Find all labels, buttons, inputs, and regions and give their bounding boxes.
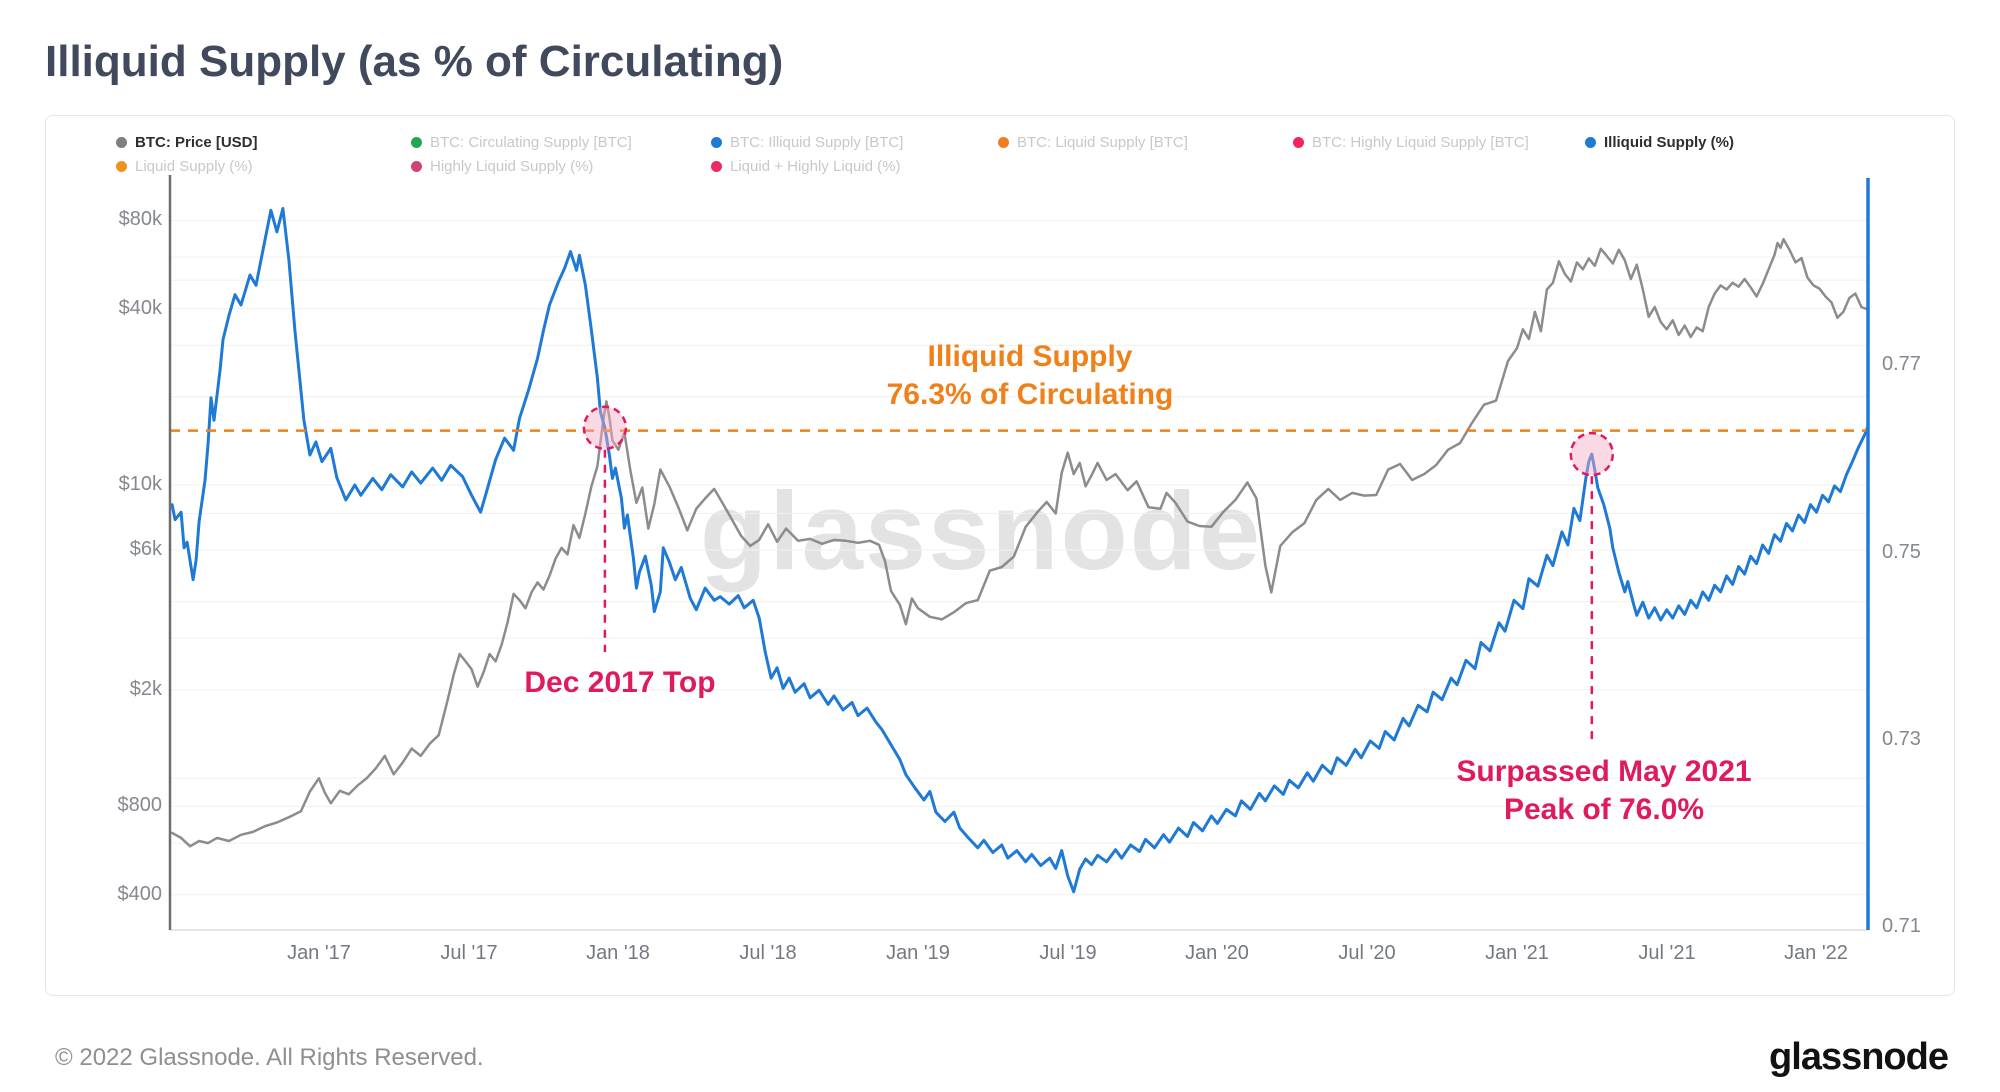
x-tick-label: Jan '20 <box>1185 942 1249 964</box>
legend-item[interactable]: Liquid + Highly Liquid (%) <box>711 156 998 177</box>
y-right-tick-label: 0.71 <box>1882 915 1921 937</box>
x-tick-label: Jan '17 <box>287 942 351 964</box>
legend-label: Liquid Supply (%) <box>135 158 253 175</box>
x-tick-label: Jul '20 <box>1338 942 1396 964</box>
legend-label: BTC: Highly Liquid Supply [BTC] <box>1312 134 1529 151</box>
legend-label: BTC: Liquid Supply [BTC] <box>1017 134 1188 151</box>
y-left-tick-label: $2k <box>129 678 162 700</box>
x-tick-label: Jan '21 <box>1485 942 1549 964</box>
legend-label: BTC: Circulating Supply [BTC] <box>430 134 632 151</box>
y-right-tick-label: 0.77 <box>1882 353 1921 375</box>
x-tick-label: Jul '18 <box>739 942 797 964</box>
legend-item[interactable]: BTC: Circulating Supply [BTC] <box>411 132 711 153</box>
legend-item[interactable]: BTC: Liquid Supply [BTC] <box>998 132 1293 153</box>
x-tick-label: Jan '19 <box>886 942 950 964</box>
x-tick-label: Jan '18 <box>586 942 650 964</box>
annotation-may-line1: Surpassed May 2021 <box>1456 755 1752 788</box>
legend-dot-icon <box>711 137 722 148</box>
y-left-tick-label: $80k <box>118 208 162 230</box>
legend-dot-icon <box>1293 137 1304 148</box>
legend-item[interactable]: BTC: Highly Liquid Supply [BTC] <box>1293 132 1585 153</box>
glassnode-watermark: glassnode <box>700 470 1263 593</box>
legend-item[interactable]: Liquid Supply (%) <box>116 156 411 177</box>
annotation-may-line2: Peak of 76.0% <box>1503 793 1705 826</box>
annotation-illiquid-level: Illiquid Supply 76.3% of Circulating <box>730 338 1330 414</box>
annotation-may-2021-peak: Surpassed May 2021 Peak of 76.0% <box>1404 753 1804 829</box>
legend-dot-icon <box>1585 137 1596 148</box>
legend-dot-icon <box>711 161 722 172</box>
page-title: Illiquid Supply (as % of Circulating) <box>45 37 784 87</box>
y-left-tick-label: $40k <box>118 297 162 319</box>
copyright-text: © 2022 Glassnode. All Rights Reserved. <box>55 1044 484 1071</box>
y-left-tick-label: $800 <box>117 794 163 816</box>
chart-card <box>45 115 1955 996</box>
x-tick-label: Jul '19 <box>1039 942 1097 964</box>
y-right-tick-label: 0.75 <box>1882 541 1921 563</box>
legend-item[interactable]: BTC: Illiquid Supply [BTC] <box>711 132 998 153</box>
x-tick-label: Jul '17 <box>440 942 498 964</box>
legend-dot-icon <box>411 137 422 148</box>
y-right-tick-label: 0.73 <box>1882 728 1921 750</box>
legend-item[interactable]: BTC: Price [USD] <box>116 132 411 153</box>
legend-item[interactable]: Highly Liquid Supply (%) <box>411 156 711 177</box>
legend-dot-icon <box>116 161 127 172</box>
legend-label: Liquid + Highly Liquid (%) <box>730 158 901 175</box>
legend-label: Highly Liquid Supply (%) <box>430 158 594 175</box>
legend-dot-icon <box>998 137 1009 148</box>
legend-label: BTC: Illiquid Supply [BTC] <box>730 134 904 151</box>
y-left-tick-label: $6k <box>129 538 162 560</box>
x-tick-label: Jul '21 <box>1638 942 1696 964</box>
legend-item[interactable]: Illiquid Supply (%) <box>1585 132 1734 153</box>
legend-label: BTC: Price [USD] <box>135 134 258 151</box>
y-left-tick-label: $400 <box>117 883 163 905</box>
x-tick-label: Jan '22 <box>1784 942 1848 964</box>
y-left-tick-label: $10k <box>118 473 162 495</box>
legend-dot-icon <box>411 161 422 172</box>
annotation-illiquid-line2: 76.3% of Circulating <box>886 378 1174 411</box>
glassnode-logo: glassnode <box>1769 1036 1949 1078</box>
annotation-illiquid-line1: Illiquid Supply <box>927 340 1133 373</box>
legend-label: Illiquid Supply (%) <box>1604 134 1734 151</box>
annotation-dec-2017-top: Dec 2017 Top <box>524 666 716 699</box>
chart-legend: BTC: Price [USD] BTC: Circulating Supply … <box>116 132 1734 177</box>
legend-dot-icon <box>116 137 127 148</box>
